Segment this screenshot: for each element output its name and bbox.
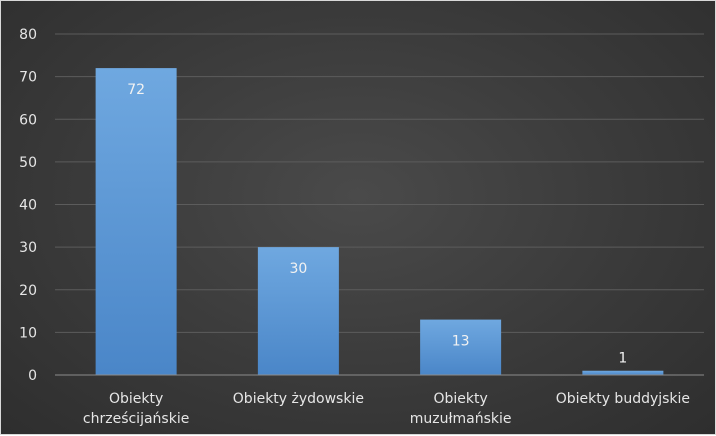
bar-data-labels: 72 30 13 1	[127, 82, 627, 367]
y-tick-label: 50	[19, 155, 37, 171]
bar-value-label: 30	[289, 261, 307, 277]
bar	[257, 247, 339, 375]
bar	[95, 68, 177, 375]
y-tick-label: 20	[19, 283, 37, 299]
bar-value-label: 13	[452, 334, 470, 350]
x-axis-category-labels: Obiekty chrześcijańskie Obiekty żydowskie O…	[83, 391, 690, 427]
bar-value-label: 1	[618, 351, 627, 367]
y-tick-label: 70	[19, 70, 37, 86]
bars	[95, 68, 664, 375]
bar	[420, 319, 502, 375]
x-tick-label: Obiekty buddyjskie	[556, 391, 690, 407]
y-tick-label: 60	[19, 112, 37, 128]
bar-value-label: 72	[127, 82, 145, 98]
bar	[582, 370, 664, 375]
y-tick-label: 30	[19, 240, 37, 256]
x-tick-label: Obiekty muzułmańskie	[410, 391, 512, 427]
y-tick-label: 80	[19, 27, 37, 43]
x-tick-label: Obiekty chrześcijańskie	[83, 391, 189, 427]
y-tick-label: 0	[28, 368, 37, 384]
y-tick-label: 10	[19, 325, 37, 341]
x-tick-label: Obiekty żydowskie	[233, 391, 364, 407]
y-tick-label: 40	[19, 198, 37, 214]
y-axis-tick-labels: 0 10 20 30 40 50 60 70 80	[19, 27, 37, 384]
